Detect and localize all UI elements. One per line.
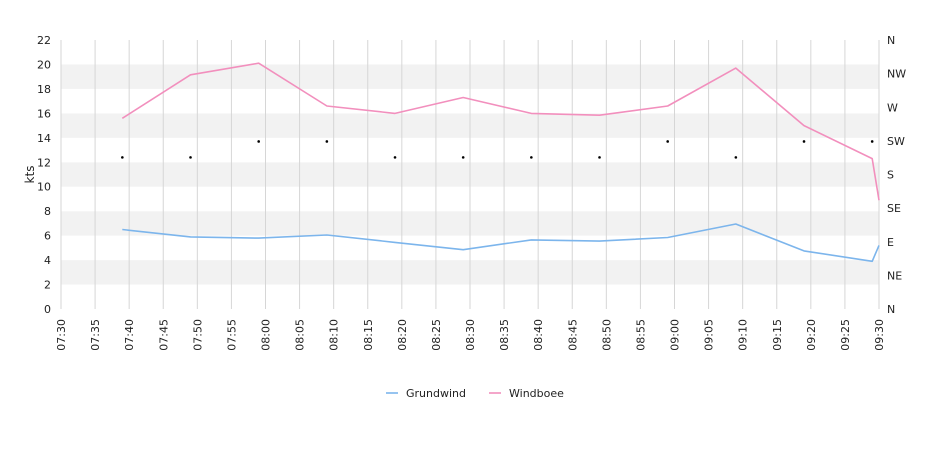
x-tick-label: 09:30 bbox=[873, 319, 886, 351]
x-tick-label: 08:50 bbox=[600, 319, 613, 351]
x-tick-label: 08:00 bbox=[260, 319, 273, 351]
x-tick-label: 08:20 bbox=[396, 319, 409, 351]
x-tick-label: 08:45 bbox=[566, 319, 579, 351]
direction-tick-label: S bbox=[887, 169, 894, 182]
direction-marker bbox=[325, 140, 329, 143]
y-tick-label: 0 bbox=[44, 303, 51, 316]
direction-tick-label: N bbox=[887, 303, 895, 316]
direction-tick-label: E bbox=[887, 236, 894, 249]
x-tick-label: 08:15 bbox=[362, 319, 375, 351]
y-tick-label: 20 bbox=[37, 58, 51, 71]
y-tick-label: 18 bbox=[37, 83, 51, 96]
direction-marker bbox=[189, 156, 192, 159]
x-tick-label: 08:35 bbox=[498, 319, 511, 351]
direction-tick-label: NE bbox=[887, 269, 902, 282]
x-axis-ticks: 07:30 07:35 07:40 07:45 07:50 07:55 08:00 08:05… bbox=[55, 319, 886, 351]
direction-markers bbox=[121, 140, 874, 159]
y-tick-label: 8 bbox=[44, 205, 51, 218]
series-line-grundwind bbox=[122, 223, 880, 263]
direction-marker bbox=[666, 140, 669, 143]
y-axis-ticks: 0 2 4 6 8 10 12 14 16 18 20 22 bbox=[37, 34, 51, 316]
right-axis-ticks: N NE E SE S SW W NW N bbox=[887, 34, 906, 316]
direction-marker bbox=[530, 156, 533, 159]
y-tick-label: 2 bbox=[44, 279, 51, 292]
direction-marker bbox=[870, 140, 874, 143]
x-tick-label: 09:00 bbox=[669, 319, 682, 351]
y-tick-label: 12 bbox=[37, 156, 51, 169]
direction-marker bbox=[121, 156, 124, 159]
series-lines bbox=[121, 62, 880, 263]
direction-marker bbox=[598, 156, 601, 159]
x-tick-label: 09:10 bbox=[737, 319, 750, 351]
x-tick-label: 09:05 bbox=[703, 319, 716, 351]
direction-marker bbox=[734, 156, 738, 159]
direction-tick-label: N bbox=[887, 34, 895, 47]
direction-tick-label: SW bbox=[887, 135, 905, 148]
direction-tick-label: W bbox=[887, 101, 898, 114]
x-tick-label: 07:35 bbox=[89, 319, 102, 351]
legend-item-label: Grundwind bbox=[406, 387, 466, 400]
x-tick-label: 08:40 bbox=[532, 319, 545, 351]
y-tick-label: 16 bbox=[37, 107, 51, 120]
x-tick-label: 09:25 bbox=[839, 319, 852, 351]
x-tick-label: 07:45 bbox=[157, 319, 170, 351]
x-tick-label: 08:25 bbox=[430, 319, 443, 351]
y-tick-label: 4 bbox=[44, 254, 51, 267]
direction-marker bbox=[461, 156, 465, 159]
direction-tick-label: SE bbox=[887, 202, 901, 215]
x-tick-label: 07:50 bbox=[191, 319, 204, 351]
x-tick-label: 09:15 bbox=[771, 319, 784, 351]
legend-item-label: Windboee bbox=[509, 387, 564, 400]
x-tick-label: 08:30 bbox=[464, 319, 477, 351]
y-tick-label: 14 bbox=[37, 132, 51, 145]
y-tick-label: 6 bbox=[44, 230, 51, 243]
direction-marker bbox=[802, 140, 806, 143]
x-tick-label: 07:30 bbox=[55, 319, 68, 351]
vertical-gridlines bbox=[60, 40, 880, 309]
y-tick-label: 22 bbox=[37, 34, 51, 47]
series-line-windboee bbox=[121, 62, 880, 201]
y-axis-label: kts bbox=[23, 166, 37, 184]
direction-tick-label: NW bbox=[887, 68, 906, 81]
x-tick-label: 08:55 bbox=[634, 319, 647, 351]
x-tick-label: 07:40 bbox=[123, 319, 136, 351]
legend: Grundwind Windboee bbox=[386, 387, 564, 400]
x-tick-label: 08:05 bbox=[294, 319, 307, 351]
x-tick-label: 09:20 bbox=[805, 319, 818, 351]
x-tick-label: 07:55 bbox=[225, 319, 238, 351]
direction-marker bbox=[393, 156, 397, 159]
direction-marker bbox=[257, 140, 260, 143]
y-tick-label: 10 bbox=[37, 181, 51, 194]
x-tick-label: 08:10 bbox=[328, 319, 341, 351]
